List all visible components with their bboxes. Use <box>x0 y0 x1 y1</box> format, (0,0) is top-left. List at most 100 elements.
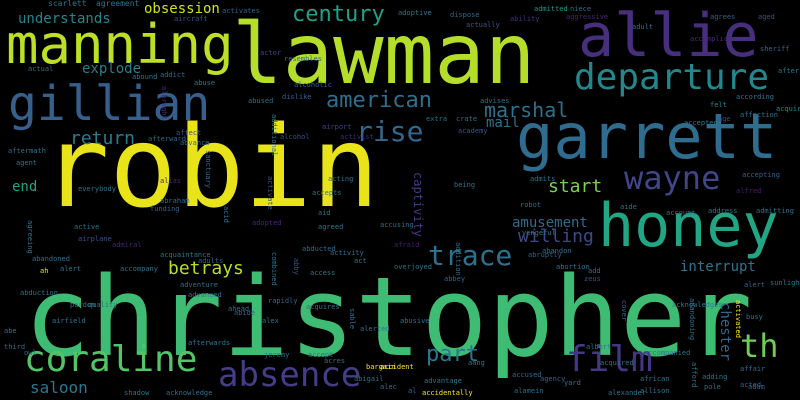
word-171: advantage <box>424 377 462 385</box>
word-132: pardon <box>70 301 96 309</box>
word-106: abortion <box>556 263 590 271</box>
word-113: acquaintance <box>160 251 211 259</box>
word-1: christopher <box>24 253 753 381</box>
word-150: alert <box>744 281 766 289</box>
word-115: adults <box>198 257 224 265</box>
word-69: crate <box>456 115 478 123</box>
word-161: african <box>640 375 670 383</box>
word-120: activity <box>330 249 364 257</box>
word-134: abe <box>4 327 17 335</box>
word-157: accused <box>512 371 542 379</box>
word-165: adding <box>702 373 728 381</box>
word-9: coraline <box>24 339 198 380</box>
word-162: accompanied <box>644 349 691 357</box>
word-170: al <box>408 387 417 395</box>
word-178: shadow <box>124 389 150 397</box>
word-177: adam <box>748 383 765 391</box>
word-44: ability <box>510 15 540 23</box>
word-58: dislike <box>282 93 312 101</box>
word-12: wayne <box>624 159 721 197</box>
word-82: abraham <box>160 197 190 205</box>
word-4: manning <box>6 13 234 76</box>
word-168: abigail <box>354 375 384 383</box>
word-14: trace <box>428 239 513 272</box>
word-142: alerted <box>360 325 390 333</box>
word-23: willing <box>518 226 594 247</box>
word-13: th <box>740 327 779 365</box>
word-72: affect <box>176 129 202 137</box>
word-0: robin <box>42 103 380 233</box>
word-8: departure <box>574 57 770 98</box>
word-129: advanced <box>188 291 222 299</box>
word-143: sable <box>348 308 356 330</box>
word-32: end <box>12 179 38 195</box>
word-16: rise <box>356 115 424 148</box>
word-91: admitting <box>756 207 794 215</box>
word-76: alcohol <box>280 133 310 141</box>
word-121: act <box>354 257 367 265</box>
word-96: funding <box>150 205 180 213</box>
word-80: sanctuary <box>204 150 212 188</box>
word-167: accident <box>380 363 414 371</box>
word-124: abandoned <box>32 255 70 263</box>
word-78: aftermath <box>8 147 46 155</box>
word-7: gillian <box>8 76 211 132</box>
word-135: airfield <box>52 317 86 325</box>
word-152: afterwards <box>188 339 231 347</box>
word-111: afraid <box>394 241 420 249</box>
word-174: alexander <box>608 389 646 397</box>
word-6: honey <box>598 191 779 261</box>
word-127: accompany <box>120 265 158 273</box>
word-49: abused <box>248 97 274 105</box>
word-22: start <box>548 176 603 197</box>
word-163: affair <box>740 365 766 373</box>
word-2: lawman <box>232 5 536 103</box>
word-95: airplane <box>78 235 112 243</box>
word-38: adoptive <box>398 9 432 17</box>
word-137: rapidly <box>268 297 298 305</box>
word-5: allie <box>578 1 759 71</box>
word-21: betrays <box>168 258 244 279</box>
word-34: scarlett <box>48 0 87 8</box>
word-37: activates <box>222 7 260 15</box>
word-67: accepted <box>684 119 718 127</box>
word-89: accepting <box>742 171 780 179</box>
word-57: albright <box>160 86 168 120</box>
word-17: century <box>292 2 385 27</box>
word-155: bargain <box>366 363 396 371</box>
word-48: actual <box>28 65 54 73</box>
word-77: activist <box>340 133 374 141</box>
word-154: accept <box>308 351 334 359</box>
word-179: acknowledge <box>166 389 213 397</box>
word-104: vengeful <box>522 229 556 237</box>
word-126: alert <box>60 265 82 273</box>
word-63: affection <box>740 111 778 119</box>
word-64: afterlife <box>778 67 800 75</box>
word-50: alcoholic <box>294 81 332 89</box>
word-36: aircraft <box>174 15 208 23</box>
word-56: abuse <box>194 79 216 87</box>
word-107: abruptly <box>528 251 562 259</box>
word-122: overjoyed <box>394 263 432 271</box>
word-51: actually <box>466 21 500 29</box>
word-159: yard <box>564 379 581 387</box>
word-110: addition <box>454 242 462 276</box>
word-128: adventure <box>180 281 218 289</box>
word-74: afterward <box>148 135 186 143</box>
word-116: combined <box>270 252 278 286</box>
word-3: garrett <box>516 100 778 173</box>
word-100: aid <box>318 209 331 217</box>
word-123: abbey <box>444 275 466 283</box>
word-139: alex <box>262 317 279 325</box>
word-138: ahead <box>228 305 250 313</box>
word-75: additional <box>270 114 278 157</box>
word-151: owl <box>24 349 37 357</box>
word-46: adult <box>632 23 654 31</box>
word-160: afford <box>690 362 698 388</box>
word-30: mail <box>486 115 520 131</box>
word-114: agreeing <box>26 220 34 254</box>
word-108: add <box>588 267 601 275</box>
word-20: return <box>70 128 136 149</box>
word-31: chester <box>717 302 733 362</box>
